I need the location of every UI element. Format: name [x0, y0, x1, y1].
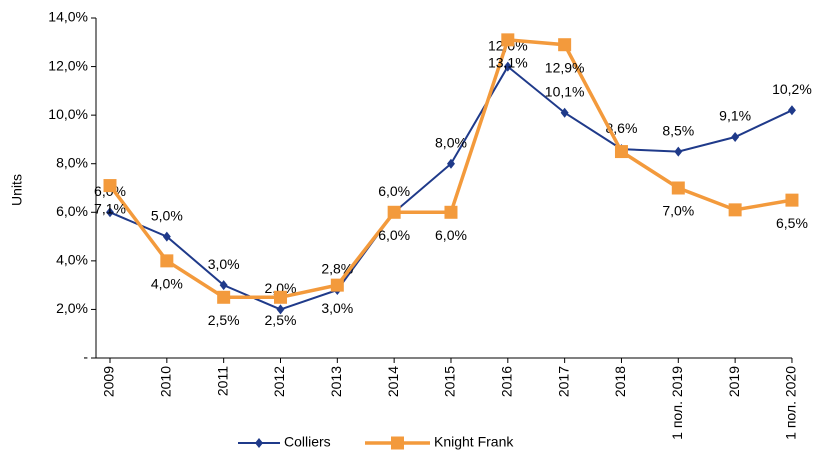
data-label: 2,5%: [208, 312, 240, 328]
marker: [103, 179, 117, 193]
legend-label: Colliers: [284, 434, 331, 450]
marker: [217, 290, 231, 304]
y-tick-label: 2,0%: [56, 300, 88, 316]
data-label: 7,0%: [662, 203, 694, 219]
marker: [785, 193, 799, 207]
x-tick-label: 2017: [555, 366, 571, 397]
marker: [446, 158, 455, 169]
data-label: 10,2%: [772, 81, 812, 97]
x-tick-label: 2019: [726, 366, 742, 397]
data-label: 4,0%: [151, 276, 183, 292]
y-tick-label: 4,0%: [56, 252, 88, 268]
y-tick-label: 8,0%: [56, 154, 88, 170]
marker: [560, 107, 569, 118]
marker: [273, 290, 287, 304]
marker: [674, 146, 683, 157]
data-label: 7,1%: [94, 200, 126, 216]
x-tick-label: 2009: [101, 366, 117, 397]
series-line: [109, 65, 793, 311]
marker: [728, 203, 742, 217]
marker: [614, 145, 628, 159]
data-label: 9,1%: [719, 108, 751, 124]
y-tick-label: 14,0%: [48, 9, 88, 25]
x-tick-label: 1 пол. 2019: [669, 366, 685, 440]
x-tick-label: 2018: [612, 366, 628, 397]
legend-label: Knight Frank: [434, 434, 514, 450]
data-label: 6,0%: [378, 227, 410, 243]
data-label: 6,5%: [776, 215, 808, 231]
marker: [671, 181, 685, 195]
x-tick-label: 2012: [271, 366, 287, 397]
y-tick-label: -: [83, 349, 88, 365]
y-tick-label: 12,0%: [48, 57, 88, 73]
marker: [558, 38, 572, 52]
data-label: 13,1%: [488, 55, 528, 71]
data-label: 10,1%: [545, 83, 585, 99]
marker: [503, 61, 512, 72]
data-label: 2,0%: [265, 280, 297, 296]
x-tick-label: 2015: [442, 366, 458, 397]
x-tick-label: 2014: [385, 366, 401, 397]
marker: [330, 278, 344, 292]
marker: [160, 254, 174, 268]
x-tick-label: 2013: [328, 366, 344, 397]
marker: [444, 205, 458, 219]
data-label: 6,0%: [378, 183, 410, 199]
legend-marker: [391, 436, 404, 450]
marker: [219, 280, 228, 291]
data-label: 6,0%: [435, 227, 467, 243]
data-label: 5,0%: [151, 207, 183, 223]
legend-marker: [255, 438, 263, 448]
marker: [387, 205, 401, 219]
x-tick-label: 2016: [499, 366, 515, 397]
data-label: 8,5%: [662, 122, 694, 138]
y-tick-label: 10,0%: [48, 106, 88, 122]
x-tick-label: 2011: [214, 366, 230, 396]
data-label: 3,0%: [321, 300, 353, 316]
data-label: 8,0%: [435, 134, 467, 150]
x-tick-label: 1 пол. 2020: [783, 366, 799, 440]
data-label: 2,5%: [265, 312, 297, 328]
marker: [731, 132, 740, 142]
marker: [787, 105, 796, 116]
marker: [106, 207, 114, 218]
y-axis-label: Units: [9, 174, 25, 206]
x-tick-label: 2010: [158, 366, 174, 397]
data-label: 8,6%: [606, 120, 638, 136]
marker: [501, 33, 515, 47]
marker: [162, 231, 171, 242]
y-tick-label: 6,0%: [56, 203, 88, 219]
marker: [276, 304, 285, 315]
data-label: 12,9%: [545, 59, 585, 75]
data-label: 3,0%: [208, 256, 240, 272]
